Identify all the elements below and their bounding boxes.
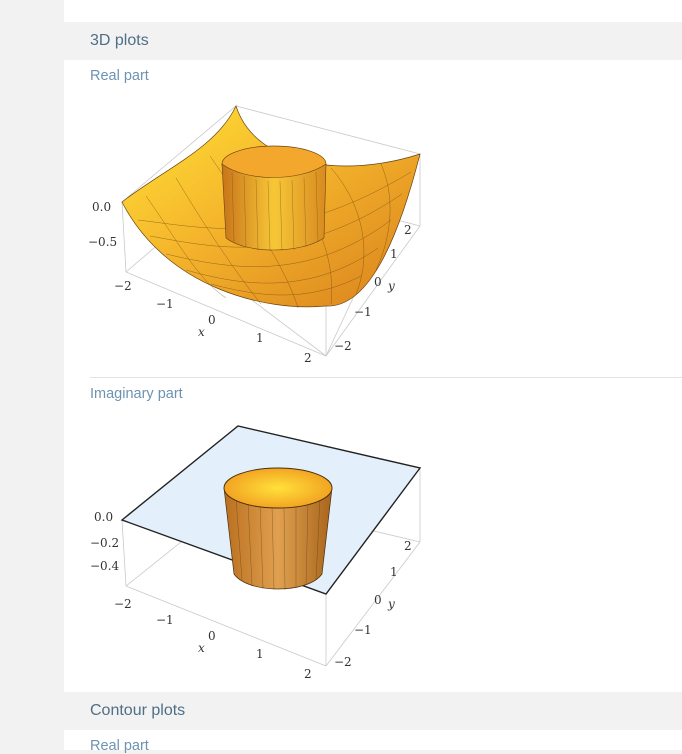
section-header-3d-plots[interactable]: 3D plots (64, 22, 682, 60)
imaginary-part-figure: 0.0 −0.2 −0.4 −2 −1 0 1 2 x 2 1 0 −1 −2 … (90, 425, 422, 681)
z-tick-label: 0.0 (92, 200, 111, 214)
x-tick-label: −2 (114, 597, 132, 611)
y-tick-label: 2 (404, 223, 412, 237)
z-tick-label: 0.0 (94, 510, 113, 524)
x-tick-label: −1 (156, 613, 174, 627)
x-axis-label: x (198, 325, 205, 339)
y-tick-label: −1 (354, 305, 372, 319)
y-axis-label: y (387, 279, 395, 293)
y-tick-label: 0 (374, 593, 382, 607)
content-panel (64, 0, 682, 750)
real-part-3d-plot[interactable]: 0.0 −0.5 −2 −1 0 1 2 x 2 1 0 −1 −2 y (86, 98, 426, 370)
x-axis-ticks: −2 −1 0 1 2 x (114, 597, 312, 681)
cup-rim (223, 467, 333, 509)
z-tick-label: −0.5 (88, 235, 117, 249)
left-gutter (0, 0, 64, 750)
z-axis-ticks: 0.0 −0.2 −0.4 (90, 510, 120, 573)
x-tick-label: 1 (256, 647, 264, 661)
x-tick-label: 2 (304, 351, 312, 365)
section-title: Contour plots (90, 702, 186, 719)
divider (90, 377, 682, 378)
y-tick-label: 2 (404, 539, 412, 553)
x-tick-label: −1 (156, 297, 174, 311)
y-tick-label: −2 (334, 655, 352, 669)
y-axis-ticks: 2 1 0 −1 −2 y (334, 223, 412, 353)
x-tick-label: 2 (304, 667, 312, 681)
plot-label-contour-real: Real part (90, 738, 149, 754)
cylinder-ribs (231, 171, 319, 252)
section-header-contour-plots[interactable]: Contour plots (64, 692, 682, 730)
imaginary-part-3d-plot[interactable]: 0.0 −0.2 −0.4 −2 −1 0 1 2 x 2 1 0 −1 −2 … (86, 418, 426, 682)
y-tick-label: 0 (374, 275, 382, 289)
z-tick-label: −0.4 (90, 559, 120, 573)
z-tick-label: −0.2 (90, 536, 119, 550)
x-tick-label: 1 (256, 331, 264, 345)
y-tick-label: −2 (334, 339, 352, 353)
plot-label-imaginary: Imaginary part (90, 386, 183, 402)
y-axis-ticks: 2 1 0 −1 −2 y (334, 539, 412, 669)
z-axis-ticks: 0.0 −0.5 (88, 200, 117, 249)
x-tick-label: 0 (208, 313, 216, 327)
y-tick-label: −1 (354, 623, 372, 637)
y-tick-label: 1 (390, 565, 398, 579)
y-axis-label: y (387, 597, 395, 611)
plot-label-real: Real part (90, 68, 149, 84)
cylinder-wall (221, 163, 327, 251)
section-title: 3D plots (90, 32, 149, 49)
y-tick-label: 1 (390, 247, 398, 261)
x-tick-label: 0 (208, 629, 216, 643)
cup-ribs (235, 497, 321, 591)
x-axis-ticks: −2 −1 0 1 2 x (114, 279, 312, 365)
real-part-figure: 0.0 −0.5 −2 −1 0 1 2 x 2 1 0 −1 −2 y (88, 105, 421, 365)
x-tick-label: −2 (114, 279, 132, 293)
x-axis-label: x (198, 641, 205, 655)
